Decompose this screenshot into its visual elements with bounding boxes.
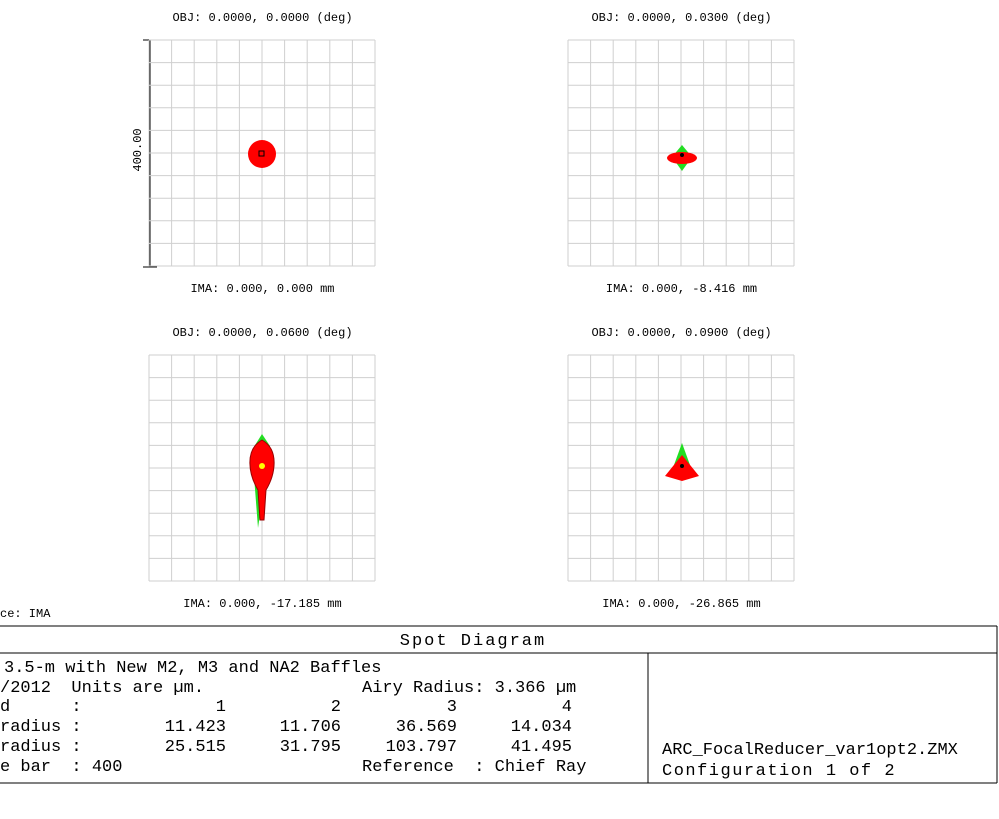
row-label: e bar : 400	[0, 758, 122, 777]
ima-label: IMA: 0.000, -26.865 mm	[602, 597, 760, 611]
ima-label: IMA: 0.000, 0.000 mm	[190, 282, 334, 296]
table-cell: 1	[216, 698, 226, 717]
obj-label: OBJ: 0.0000, 0.0000 (deg)	[172, 11, 352, 25]
table-cell: 4	[562, 698, 572, 717]
title: Spot Diagram	[400, 632, 546, 651]
table-cell: 25.515	[165, 738, 226, 757]
info-line: /2012 Units are µm.	[0, 679, 204, 698]
reference: Reference : Chief Ray	[362, 758, 586, 777]
table-cell: 14.034	[511, 718, 572, 737]
ima-label: IMA: 0.000, -17.185 mm	[183, 597, 341, 611]
obj-label: OBJ: 0.0000, 0.0900 (deg)	[591, 326, 771, 340]
surface-label: ce: IMA	[0, 607, 51, 621]
spot-4	[665, 443, 699, 481]
table-cell: 11.423	[165, 718, 226, 737]
table-cell: 2	[331, 698, 341, 717]
obj-label: OBJ: 0.0000, 0.0300 (deg)	[591, 11, 771, 25]
ima-label: IMA: 0.000, -8.416 mm	[606, 282, 757, 296]
info-line: 3.5-m with New M2, M3 and NA2 Baffles	[4, 659, 381, 678]
table-cell: 31.795	[280, 738, 341, 757]
configuration: Configuration 1 of 2	[662, 762, 896, 781]
file-name: ARC_FocalReducer_var1opt2.ZMX	[662, 741, 958, 760]
spot-2	[667, 145, 697, 171]
spot-1	[248, 140, 276, 168]
airy-radius: Airy Radius: 3.366 µm	[362, 679, 576, 698]
table-cell: 41.495	[511, 738, 572, 757]
table-cell: 36.569	[396, 718, 457, 737]
table-cell: 11.706	[280, 718, 341, 737]
obj-label: OBJ: 0.0000, 0.0600 (deg)	[172, 326, 352, 340]
spot-3	[249, 434, 275, 528]
row-label: radius :	[0, 738, 82, 757]
row-label: radius :	[0, 718, 82, 737]
table-cell: 103.797	[386, 738, 457, 757]
scale-bar-label: 400.00	[131, 128, 145, 171]
table-cell: 3	[447, 698, 457, 717]
row-label: d :	[0, 698, 82, 717]
